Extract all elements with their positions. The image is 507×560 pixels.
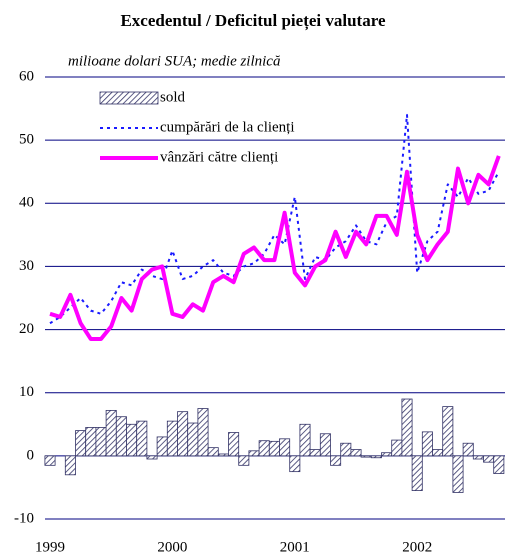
- bar: [207, 447, 219, 457]
- bar: [350, 449, 362, 457]
- bar: [85, 427, 97, 457]
- bar: [309, 449, 321, 457]
- bar: [248, 450, 260, 457]
- bar: [401, 398, 413, 457]
- bar: [370, 455, 382, 459]
- bar: [360, 455, 372, 458]
- bar: [330, 455, 342, 466]
- y-tick-label: -10: [14, 510, 34, 526]
- bar: [217, 453, 229, 457]
- legend-label: cumpărări de la clienți: [160, 119, 295, 135]
- bar: [166, 420, 178, 457]
- line-series: [49, 113, 500, 325]
- bar: [156, 436, 168, 457]
- bar: [228, 432, 240, 457]
- chart-subtitle: milioane dolari SUA; medie zilnică: [68, 53, 280, 69]
- x-tick-label: 2000: [157, 539, 187, 555]
- bar: [411, 455, 423, 491]
- bar: [421, 431, 433, 457]
- bar: [146, 455, 158, 460]
- bar: [75, 430, 87, 457]
- x-tick-label: 1999: [35, 539, 65, 555]
- bar: [126, 423, 138, 457]
- bar: [95, 427, 107, 457]
- bar: [340, 442, 352, 457]
- bar: [472, 455, 484, 460]
- bar: [238, 455, 250, 466]
- bar: [279, 438, 291, 457]
- bar: [319, 433, 331, 457]
- bar: [258, 440, 270, 457]
- legend-label: sold: [160, 89, 186, 105]
- bar: [177, 411, 189, 457]
- bar: [136, 420, 148, 457]
- bar: [442, 406, 454, 457]
- bar: [187, 422, 199, 457]
- bar: [197, 408, 209, 457]
- x-tick-label: 2001: [280, 539, 310, 555]
- line-series: [49, 155, 501, 342]
- legend-swatch: [99, 91, 159, 105]
- bar: [432, 449, 444, 457]
- y-tick-label: 10: [19, 384, 34, 400]
- bar: [268, 440, 280, 457]
- bar: [381, 452, 393, 457]
- bar: [289, 455, 301, 473]
- bar: [44, 455, 56, 466]
- legend-label: vânzări către clienți: [160, 149, 278, 165]
- y-tick-label: 40: [19, 195, 34, 211]
- y-tick-label: 60: [19, 68, 34, 84]
- bar: [483, 455, 495, 463]
- x-tick-label: 2002: [402, 539, 432, 555]
- bar: [299, 423, 311, 457]
- bar: [115, 416, 127, 457]
- bar: [105, 409, 117, 457]
- chart-title: Excedentul / Deficitul pieței valutare: [120, 11, 385, 31]
- y-tick-label: 0: [27, 447, 35, 463]
- bar: [462, 442, 474, 457]
- bar: [64, 455, 76, 476]
- y-tick-label: 50: [19, 132, 34, 148]
- bar: [452, 455, 464, 493]
- y-tick-label: 20: [19, 321, 34, 337]
- y-tick-label: 30: [19, 258, 34, 274]
- bar: [391, 439, 403, 457]
- bar: [493, 455, 505, 474]
